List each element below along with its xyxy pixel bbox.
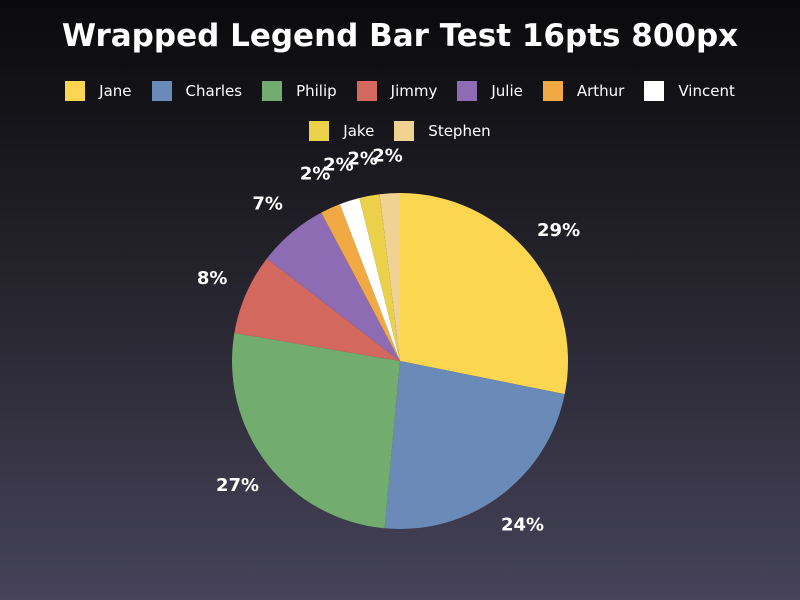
legend-item-arthur[interactable]: Arthur <box>542 80 625 102</box>
slice-label-jimmy: 8% <box>197 268 228 289</box>
legend-label: Jimmy <box>390 82 438 100</box>
legend-label: Jake <box>343 122 375 140</box>
legend-swatch <box>151 81 172 101</box>
pie-slice-arthur[interactable] <box>321 204 400 361</box>
pie-slice-julie[interactable] <box>266 212 400 361</box>
slice-label-jake: 2% <box>347 148 378 169</box>
pie-slice-jake[interactable] <box>359 194 400 361</box>
slice-label-philip: 27% <box>216 475 259 496</box>
legend-item-julie[interactable]: Julie <box>457 80 523 102</box>
legend-label: Vincent <box>678 82 735 100</box>
legend-item-stephen[interactable]: Stephen <box>394 120 491 142</box>
legend-swatch <box>457 81 478 101</box>
legend-swatch <box>542 81 563 101</box>
pie-slice-jane[interactable] <box>400 193 569 395</box>
slice-label-vincent: 2% <box>323 154 354 175</box>
legend-item-charles[interactable]: Charles <box>151 80 243 102</box>
legend-label: Charles <box>185 82 243 100</box>
pie-slice-vincent[interactable] <box>339 197 400 361</box>
legend-swatch <box>356 81 377 101</box>
legend-label: Stephen <box>428 122 491 140</box>
chart-title: Wrapped Legend Bar Test 16pts 800px <box>61 18 739 54</box>
slice-label-jane: 29% <box>537 220 580 241</box>
slice-label-arthur: 2% <box>300 163 331 184</box>
slice-label-stephen: 2% <box>372 145 403 166</box>
pie-slice-philip[interactable] <box>232 332 400 529</box>
legend-item-jane[interactable]: Jane <box>65 80 132 102</box>
legend-item-jimmy[interactable]: Jimmy <box>356 80 438 102</box>
legend-label: Philip <box>296 82 337 100</box>
legend-swatch <box>262 81 283 101</box>
legend-swatch <box>394 121 415 141</box>
slice-label-julie: 7% <box>252 193 283 214</box>
pie-slice-jimmy[interactable] <box>234 258 400 361</box>
legend-label: Julie <box>491 82 523 100</box>
legend: Jane Charles Philip Jimmy Julie Arthur Vincent… <box>30 80 770 142</box>
legend-swatch <box>309 121 330 141</box>
pie-slice-stephen[interactable] <box>379 193 400 361</box>
legend-swatch <box>65 81 86 101</box>
legend-item-philip[interactable]: Philip <box>262 80 337 102</box>
pie-slice-charles[interactable] <box>384 361 565 529</box>
legend-label: Arthur <box>576 82 625 100</box>
legend-label: Jane <box>99 82 132 100</box>
slice-label-charles: 24% <box>501 514 544 535</box>
legend-item-jake[interactable]: Jake <box>309 120 374 142</box>
legend-swatch <box>644 81 665 101</box>
legend-item-vincent[interactable]: Vincent <box>644 80 735 102</box>
